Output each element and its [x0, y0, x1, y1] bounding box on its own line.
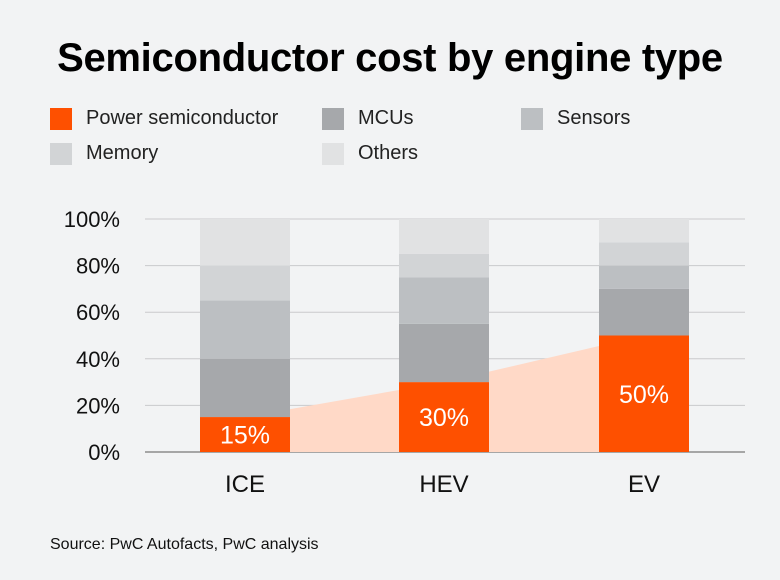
x-tick-label: EV	[628, 471, 660, 498]
legend-item-sensors: Sensors	[521, 107, 630, 130]
legend-item-power-semiconductor: Power semiconductor	[50, 107, 278, 130]
bar-ev-memory	[599, 242, 689, 266]
legend-swatch-sensors	[521, 107, 543, 130]
chart-title: Semiconductor cost by engine type	[57, 36, 723, 80]
legend-label-power-semiconductor: Power semiconductor	[86, 107, 279, 129]
y-tick-label: 80%	[76, 254, 120, 279]
y-tick-label: 0%	[88, 440, 120, 465]
y-tick-label: 20%	[76, 393, 120, 418]
legend-item-memory: Memory	[50, 142, 158, 165]
legend-item-mcus: MCUs	[322, 107, 414, 130]
bar-ice-sensors	[200, 300, 290, 359]
data-label: 50%	[619, 381, 669, 409]
data-label: 15%	[220, 422, 270, 450]
bar-ice-others	[200, 219, 290, 266]
bar-ice-power-semiconductor	[200, 417, 290, 452]
bar-ev-sensors	[599, 265, 689, 289]
x-tick-label: ICE	[225, 471, 265, 498]
bar-ev-power-semiconductor	[599, 335, 689, 452]
y-tick-label: 40%	[76, 347, 120, 372]
legend-label-others: Others	[358, 142, 419, 164]
data-label: 30%	[419, 404, 469, 432]
bar-hev-mcus	[399, 323, 489, 383]
legend-swatch-power-semiconductor	[50, 107, 72, 130]
legend-swatch-mcus	[322, 107, 344, 130]
bar-hev-sensors	[399, 277, 489, 324]
bar-hev-others	[399, 219, 489, 254]
bar-ev-mcus	[599, 288, 689, 336]
bar-hev-memory	[399, 253, 489, 278]
bar-ice-memory	[200, 265, 290, 301]
y-tick-label: 60%	[76, 300, 120, 325]
y-tick-label: 100%	[64, 207, 120, 232]
bar-ice-mcus	[200, 358, 290, 418]
legend-label-memory: Memory	[86, 142, 159, 164]
source-note: Source: PwC Autofacts, PwC analysis	[50, 536, 319, 553]
bar-hev-power-semiconductor	[399, 382, 489, 452]
bar-ev-others	[599, 219, 689, 243]
legend-swatch-memory	[50, 142, 72, 165]
legend-label-sensors: Sensors	[557, 107, 631, 129]
legend-label-mcus: MCUs	[358, 107, 414, 129]
legend-swatch-others	[322, 142, 344, 165]
x-tick-label: HEV	[419, 471, 468, 498]
legend-item-others: Others	[322, 142, 418, 165]
